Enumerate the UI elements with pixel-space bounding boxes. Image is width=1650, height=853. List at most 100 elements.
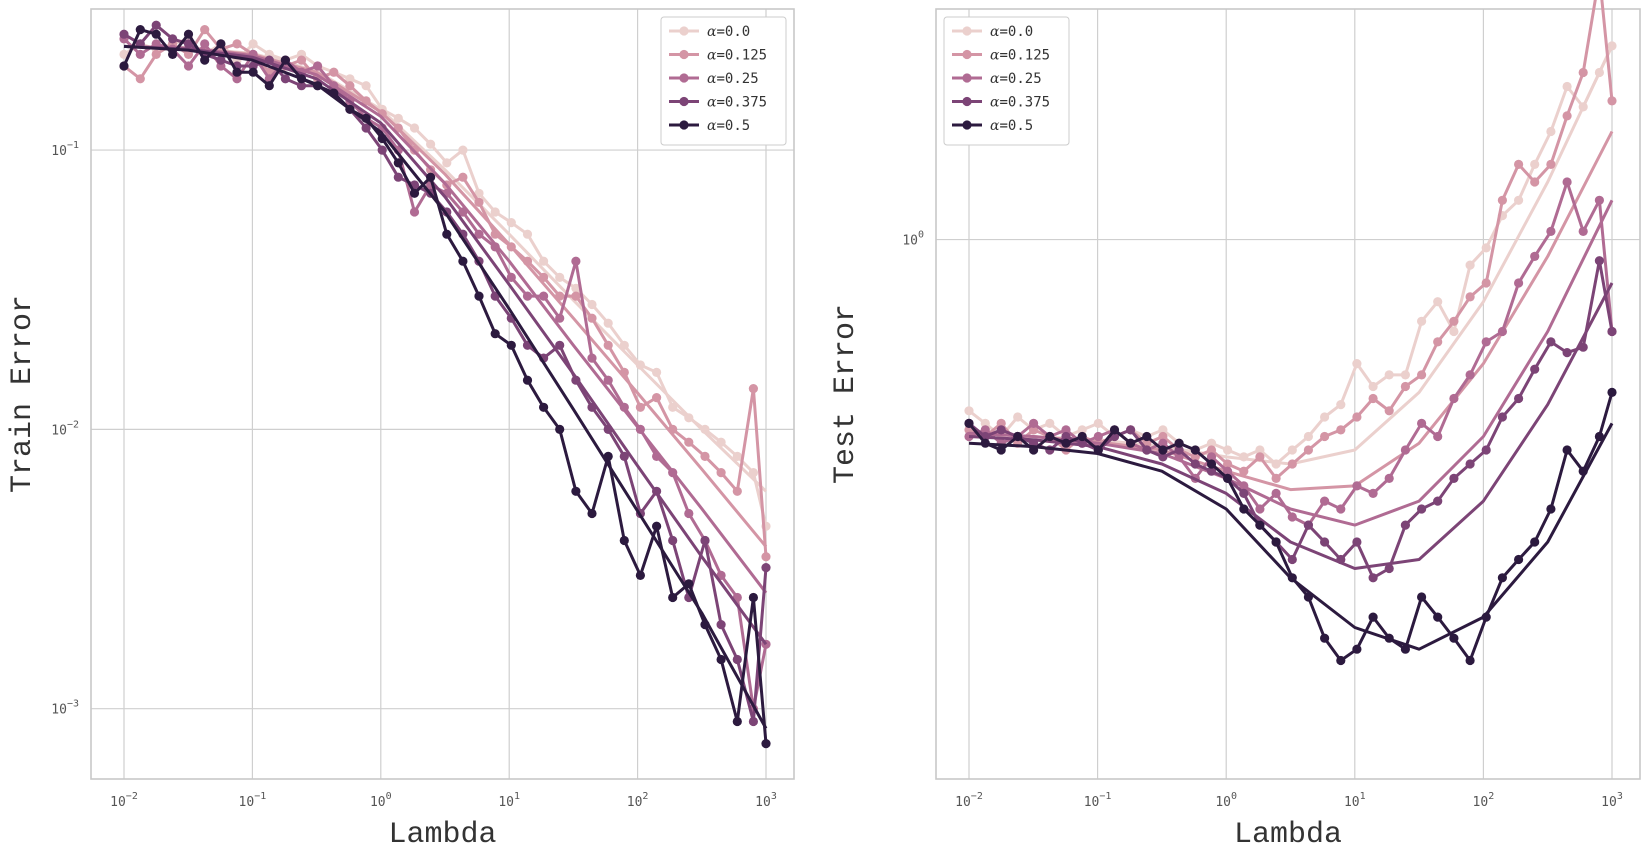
data-point	[1223, 466, 1233, 476]
series-0.25	[964, 177, 1617, 530]
data-point	[183, 61, 194, 71]
data-point	[587, 508, 597, 519]
legend-swatch-marker	[962, 120, 972, 130]
series-group	[964, 0, 1617, 666]
data-point	[1384, 473, 1394, 483]
data-point	[1481, 278, 1491, 288]
data-point	[996, 425, 1006, 435]
data-point	[652, 521, 662, 531]
data-point	[264, 81, 274, 91]
data-point	[1578, 226, 1588, 236]
data-point	[248, 67, 258, 77]
data-point	[539, 256, 549, 266]
data-point	[119, 29, 129, 39]
data-point	[1594, 431, 1604, 442]
data-point	[1320, 431, 1330, 442]
legend-label: α=0.375	[990, 95, 1050, 111]
legend-label: α=0.375	[707, 95, 767, 111]
data-point	[684, 413, 694, 423]
data-point	[151, 49, 161, 60]
data-point	[474, 188, 484, 198]
data-point	[458, 172, 468, 182]
data-point	[1029, 445, 1039, 455]
data-point	[1433, 337, 1443, 347]
data-point	[345, 74, 355, 84]
data-point	[1562, 445, 1572, 455]
data-point	[1223, 473, 1233, 483]
data-point	[490, 329, 500, 339]
test-error-chart-svg: 10−2 10−1 100 101 102 103 100 Lambda Test Error α…	[829, 0, 1641, 852]
data-point	[329, 67, 339, 77]
data-point	[1465, 655, 1475, 666]
y-tick-label: 10−3	[51, 699, 79, 718]
legend-box	[660, 16, 787, 146]
data-point	[506, 340, 516, 350]
legend-label: α=0.25	[707, 71, 759, 87]
x-tick-label: 101	[1344, 791, 1366, 810]
data-point	[119, 49, 129, 60]
data-point	[1190, 459, 1200, 469]
data-point	[555, 340, 565, 350]
data-point	[1384, 406, 1394, 416]
legend-label: α=0.5	[990, 118, 1033, 134]
data-point	[426, 139, 436, 149]
data-point	[1013, 431, 1023, 442]
data-point	[619, 402, 629, 412]
data-point	[748, 384, 759, 394]
data-point	[1045, 418, 1055, 428]
data-point	[183, 29, 194, 39]
fit-curve	[968, 422, 1614, 651]
data-point	[652, 367, 662, 377]
data-point	[1287, 573, 1297, 583]
data-point	[313, 81, 323, 91]
data-point	[1013, 412, 1023, 422]
data-point	[393, 113, 403, 123]
data-point	[506, 218, 516, 228]
data-point	[1271, 473, 1281, 483]
legend-item: α=0.0	[669, 24, 750, 40]
train-error-chart: 10−2 10−1 100 101 102 103 10−3 10−2 10−1 Lambda Tr…	[6, 8, 795, 852]
fit-curve	[123, 44, 768, 730]
x-tick-label: 102	[1473, 791, 1495, 810]
data-point	[1255, 445, 1265, 455]
data-point	[522, 229, 533, 239]
data-point	[1417, 504, 1427, 514]
data-point	[216, 39, 226, 49]
data-point	[1433, 612, 1443, 622]
data-point	[1174, 438, 1184, 448]
data-point	[1578, 67, 1588, 78]
data-point	[183, 49, 194, 60]
fit-curve	[968, 199, 1614, 527]
data-point	[1077, 438, 1087, 448]
data-point	[1255, 520, 1265, 530]
data-point	[603, 318, 613, 328]
data-point	[1271, 537, 1281, 547]
data-point	[732, 716, 742, 727]
data-point	[1449, 393, 1459, 404]
data-point	[1223, 445, 1233, 455]
x-axis-label: Lambda	[388, 818, 496, 852]
data-point	[587, 402, 597, 412]
data-point	[1514, 159, 1524, 169]
data-point	[980, 418, 990, 428]
data-point	[377, 133, 387, 144]
y-axis-label: Train Error	[6, 295, 40, 493]
data-point	[1481, 243, 1491, 253]
data-point	[1465, 260, 1475, 270]
data-point	[1190, 452, 1200, 462]
data-point	[1239, 488, 1249, 498]
data-point	[135, 25, 145, 35]
x-axis-label: Lambda	[1234, 818, 1342, 852]
data-point	[1384, 370, 1394, 380]
data-point	[474, 291, 484, 301]
data-point	[1497, 412, 1507, 422]
data-point	[1093, 431, 1103, 442]
data-point	[1368, 393, 1378, 404]
data-point	[313, 61, 323, 71]
data-point	[1546, 337, 1556, 347]
data-point	[1142, 445, 1152, 455]
x-tick-label: 100	[1215, 791, 1237, 810]
legend: α=0.0 α=0.125 α=0.25 α=0.375 α=0.5	[660, 16, 787, 146]
data-point	[652, 486, 662, 496]
data-point	[668, 468, 678, 478]
